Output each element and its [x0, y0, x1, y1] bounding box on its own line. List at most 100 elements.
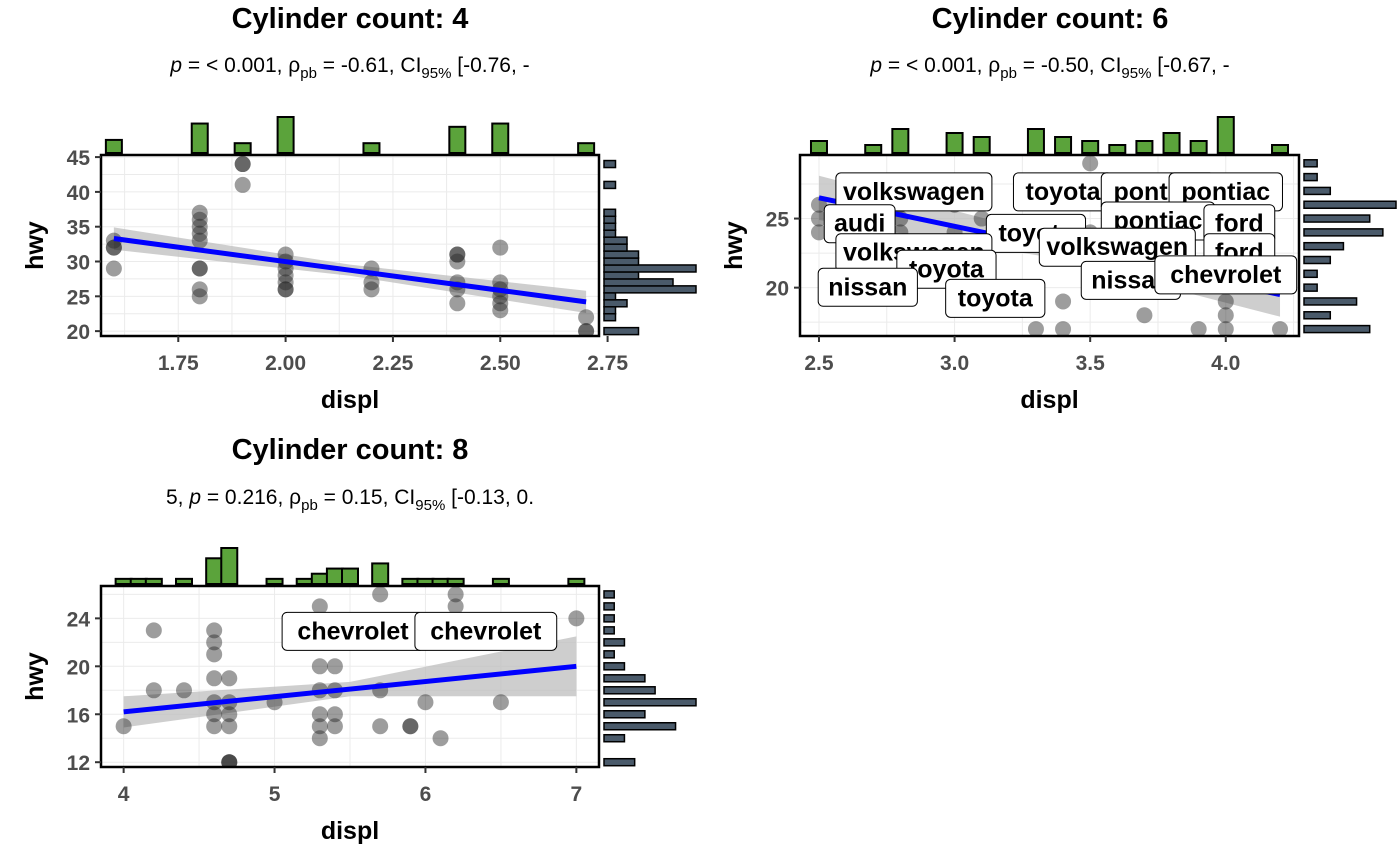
data-point	[973, 210, 990, 227]
point-label-box	[817, 267, 918, 307]
data-point	[311, 730, 328, 747]
x-tick-label: 3.0	[940, 352, 969, 375]
data-point	[191, 204, 208, 221]
y-tick-label: 16	[67, 704, 90, 727]
x-hist-bar	[190, 122, 209, 155]
panel-cyl-8: Cylinder count: 8 5, p = 0.216, ρpb = 0.1…	[21, 434, 697, 845]
data-layer: chevrolet chevrolet	[115, 586, 585, 767]
data-point	[311, 718, 328, 735]
y-hist-bar	[1303, 228, 1384, 237]
data-point	[191, 288, 208, 305]
data-point	[176, 682, 192, 699]
data-point	[810, 210, 827, 227]
y-hist-bar	[603, 250, 640, 259]
y-hist-bar	[603, 614, 615, 623]
x-hist-bar	[362, 142, 381, 155]
x-hist-bar	[144, 577, 163, 585]
plot-border	[99, 584, 601, 769]
y-tick-label: 24	[67, 608, 91, 631]
data-point	[206, 718, 223, 735]
data-point	[326, 718, 343, 735]
data-point	[277, 281, 294, 298]
data-point	[311, 658, 328, 675]
data-point	[492, 239, 509, 256]
data-point	[363, 274, 380, 291]
y-hist-bar	[603, 215, 617, 224]
y-marginal-histogram	[603, 159, 697, 336]
point-label-box	[414, 611, 558, 651]
data-point	[206, 646, 223, 663]
point-label-text: volkswagen	[843, 178, 985, 206]
point-label-text: chevrolet	[1170, 261, 1282, 289]
y-hist-bar	[603, 271, 640, 280]
data-point	[221, 754, 238, 767]
x-tick-label: 2.50	[480, 352, 521, 375]
data-point	[191, 260, 208, 277]
data-point	[449, 246, 466, 263]
y-tick-label: 40	[67, 182, 90, 205]
data-point	[1136, 307, 1153, 324]
x-hist-bar	[891, 128, 910, 154]
y-hist-bar	[603, 733, 626, 743]
point-label: chevrolet	[1154, 255, 1298, 295]
x-hist-bar	[1216, 116, 1235, 154]
x-hist-bar	[446, 577, 465, 585]
y-hist-bar	[603, 299, 628, 308]
data-point	[449, 253, 466, 270]
x-hist-bar	[431, 577, 450, 585]
x-hist-bar	[448, 125, 467, 155]
y-hist-bar	[1303, 324, 1371, 334]
data-point	[105, 239, 122, 256]
y-tick-label: 20	[67, 321, 90, 344]
data-point	[221, 754, 238, 767]
data-point	[311, 706, 328, 723]
confidence-band	[123, 636, 577, 728]
point-label: audi	[823, 204, 896, 244]
x-hist-bar	[220, 547, 239, 585]
data-point	[206, 670, 223, 687]
x-hist-bar	[567, 577, 586, 585]
x-hist-bar	[1108, 144, 1127, 154]
data-point	[115, 718, 132, 735]
y-hist-bar	[1303, 172, 1318, 182]
y-hist-bar	[603, 312, 617, 322]
y-axis-title: hwy	[720, 221, 748, 270]
y-marginal-histogram	[603, 590, 697, 767]
chart-subtitle: 5, p = 0.216, ρpb = 0.15, CI95% [-0.13, …	[166, 486, 534, 514]
y-hist-bar	[603, 305, 617, 315]
data-point	[1217, 293, 1234, 310]
y-hist-bar	[603, 278, 674, 287]
data-point	[277, 281, 294, 298]
point-label: chevrolet	[414, 611, 558, 651]
data-point	[1190, 321, 1207, 336]
y-hist-bar	[1303, 255, 1332, 265]
data-point	[277, 274, 294, 291]
y-hist-bar	[603, 236, 628, 245]
x-hist-bar	[491, 577, 510, 585]
y-hist-bar	[1303, 186, 1332, 196]
data-point	[1027, 321, 1044, 336]
x-marginal-histogram	[114, 547, 586, 586]
point-label: ford	[1203, 204, 1276, 244]
data-point	[234, 176, 251, 193]
data-point	[432, 730, 449, 747]
y-tick-label: 25	[67, 286, 91, 309]
y-hist-bar	[603, 638, 626, 647]
y-hist-bar	[603, 626, 615, 635]
data-point	[492, 295, 509, 312]
data-point	[578, 309, 595, 326]
y-marginal-histogram	[1303, 159, 1397, 334]
data-point	[145, 622, 162, 639]
x-hist-bar	[114, 577, 133, 585]
x-hist-bar	[491, 122, 510, 155]
data-point	[221, 754, 238, 767]
y-axis-title: hwy	[21, 221, 49, 270]
x-tick-label: 2.00	[265, 352, 306, 375]
y-hist-bar	[603, 721, 677, 731]
x-hist-bar	[205, 557, 224, 585]
y-hist-bar	[603, 243, 628, 252]
point-label: volkswagen	[835, 172, 993, 212]
point-label-text: toyota	[1026, 178, 1102, 206]
point-label-text: ford	[1215, 210, 1264, 238]
data-point	[221, 718, 238, 735]
